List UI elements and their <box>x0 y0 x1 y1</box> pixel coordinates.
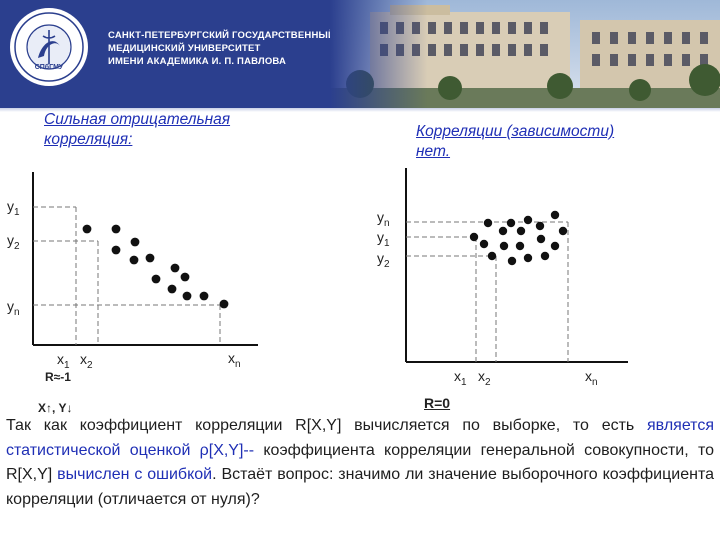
left-point <box>129 255 139 265</box>
trend-label: X↑, Y↓ <box>38 401 73 415</box>
right-r-value: R=0 <box>424 395 451 411</box>
explanation-paragraph: Так как коэффициент корреляции R[X,Y] вы… <box>6 414 714 512</box>
right-point <box>469 232 479 242</box>
right-y-label-n: yn <box>377 209 390 229</box>
left-y-label-1: y1 <box>7 198 20 218</box>
right-x-label-n: xn <box>585 368 598 388</box>
right-points <box>469 210 568 266</box>
paragraph-part-5: . Встаёт вопрос: значимо ли значение выб… <box>6 466 714 508</box>
header-banner: СПбГМУ САНКТ-ПЕТЕРБУРГСКИЙ ГОСУДАРСТВЕНН… <box>0 0 720 108</box>
right-x-label-2: x2 <box>478 368 491 388</box>
right-point <box>507 256 517 266</box>
right-point <box>516 226 526 236</box>
left-point <box>180 272 190 282</box>
left-point <box>182 291 192 301</box>
left-guides <box>33 206 221 345</box>
right-point <box>499 241 509 251</box>
right-point <box>523 253 533 263</box>
paragraph-part-1: Так как коэффициент корреляции R[X,Y] вы… <box>6 417 648 434</box>
university-name-line-2: МЕДИЦИНСКИЙ УНИВЕРСИТЕТ <box>108 43 261 54</box>
left-x-label-n: xn <box>228 350 241 370</box>
paragraph-highlight-error: вычислен с ошибкой <box>57 466 213 484</box>
right-point <box>535 221 545 231</box>
right-plot-title-line-1: Корреляции (зависимости) <box>416 123 615 140</box>
university-name-line-1: САНКТ-ПЕТЕРБУРГСКИЙ ГОСУДАРСТВЕННЫЙ <box>108 30 336 41</box>
university-logo-icon: СПбГМУ <box>10 8 88 86</box>
left-point <box>151 274 161 284</box>
left-r-value: R≈-1 <box>45 370 71 384</box>
left-point <box>111 224 121 234</box>
left-x-label-2: x2 <box>80 351 93 371</box>
right-plot-title: Корреляции (зависимости) нет. <box>416 122 614 162</box>
paragraph-part-3: коэффициента корреляции генеральной сово… <box>6 441 715 484</box>
right-point <box>550 210 560 220</box>
left-point <box>130 237 140 247</box>
right-plot-title-line-2: нет. <box>416 143 451 160</box>
left-y-label-n: yn <box>7 298 20 318</box>
left-point <box>145 253 155 263</box>
right-y-label-2: y2 <box>377 250 390 270</box>
left-plot-title: Сильная отрицательная корреляция: <box>44 110 230 150</box>
right-point <box>487 251 497 261</box>
right-x-label-1: x1 <box>454 368 467 388</box>
header-divider <box>0 108 720 112</box>
right-point <box>550 241 560 251</box>
right-point <box>479 239 489 249</box>
right-point <box>483 218 493 228</box>
right-point <box>515 241 525 251</box>
right-y-label-1: y1 <box>377 229 390 249</box>
left-point <box>219 299 229 309</box>
left-point <box>170 263 180 273</box>
left-point <box>82 224 92 234</box>
left-plot-title-line-2: корреляция: <box>44 131 133 148</box>
university-name-line-3: ИМЕНИ АКАДЕМИКА И. П. ПАВЛОВА <box>108 56 287 67</box>
right-point <box>506 218 516 228</box>
right-point <box>498 226 508 236</box>
left-y-label-2: y2 <box>7 232 20 252</box>
left-plot-title-line-1: Сильная отрицательная <box>44 111 231 128</box>
right-point <box>523 215 533 225</box>
left-x-label-1: x1 <box>57 351 70 371</box>
right-point <box>540 251 550 261</box>
right-point <box>558 226 568 236</box>
left-point <box>167 284 177 294</box>
left-points <box>82 224 229 309</box>
left-point <box>199 291 209 301</box>
svg-text:СПбГМУ: СПбГМУ <box>35 63 64 71</box>
left-point <box>111 245 121 255</box>
building-photo <box>330 0 720 108</box>
paragraph-highlight-estimate: является статистической оценкой ρ[X,Y]-- <box>6 417 714 459</box>
right-point <box>536 234 546 244</box>
